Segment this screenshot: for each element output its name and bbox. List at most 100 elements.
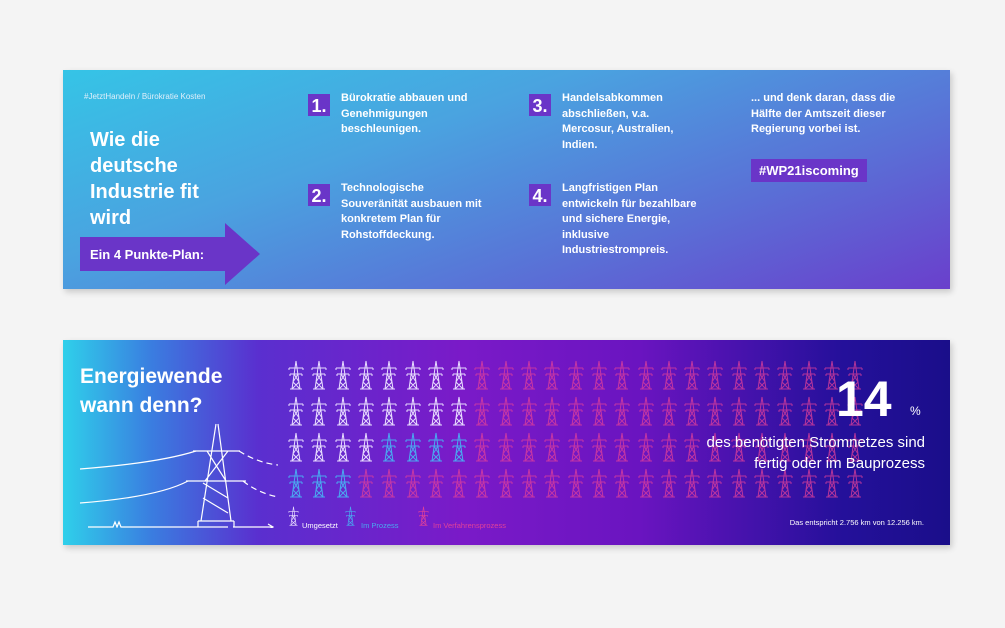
- tower-icon: [661, 468, 677, 498]
- legend-icon-umgesetzt: [288, 506, 299, 526]
- tower-icon: [498, 432, 514, 462]
- percent-sign: %: [910, 404, 921, 418]
- tower-icon: [568, 432, 584, 462]
- tower-icon: [684, 360, 700, 390]
- tower-icon: [474, 360, 490, 390]
- tower-icon: [707, 360, 723, 390]
- banner-title: Energiewende wann denn?: [80, 365, 223, 417]
- tower-icon: [544, 360, 560, 390]
- tower-icon: [614, 360, 630, 390]
- tower-icon: [381, 396, 397, 426]
- percent-description: des benötigten Stromnetzes sind fertig o…: [706, 434, 925, 472]
- tower-icon: [638, 468, 654, 498]
- point-number-4: 4.: [529, 184, 551, 206]
- legend-icon-verfahrensprozess: [418, 506, 429, 526]
- tower-icon: [614, 396, 630, 426]
- point-number-1: 1.: [308, 94, 330, 116]
- tower-icon: [521, 360, 537, 390]
- tower-icon: [591, 360, 607, 390]
- tower-icon: [638, 360, 654, 390]
- tower-icon: [661, 432, 677, 462]
- tower-icon: [405, 432, 421, 462]
- tower-icon: [358, 468, 374, 498]
- tower-icon: [311, 432, 327, 462]
- tower-icon: [544, 468, 560, 498]
- tower-icon: [335, 432, 351, 462]
- tower-icon: [428, 396, 444, 426]
- tower-icon: [405, 468, 421, 498]
- tower-icon: [358, 432, 374, 462]
- tower-icon: [521, 432, 537, 462]
- point-text-2: Technologische Souveränität ausbauen mit…: [341, 182, 482, 241]
- tower-icon: [614, 432, 630, 462]
- tower-icon: [684, 396, 700, 426]
- tower-icon: [335, 360, 351, 390]
- tower-icon: [311, 396, 327, 426]
- tower-icon: [358, 396, 374, 426]
- tower-icon: [288, 396, 304, 426]
- tower-icon: [451, 360, 467, 390]
- tower-icon: [521, 468, 537, 498]
- tower-icon: [451, 468, 467, 498]
- arrow-shape: [80, 223, 260, 285]
- tower-icon: [498, 396, 514, 426]
- banner-title: Wie die deutsche Industrie fit wird: [90, 129, 199, 229]
- tower-icon: [335, 396, 351, 426]
- percent-value: 14: [836, 371, 892, 427]
- tower-icon: [288, 432, 304, 462]
- plan-label: Ein 4 Punkte-Plan:: [90, 247, 205, 262]
- tower-icon: [591, 432, 607, 462]
- tower-icon: [591, 396, 607, 426]
- tower-icon: [638, 396, 654, 426]
- tower-icon: [801, 360, 817, 390]
- tower-icon: [638, 432, 654, 462]
- tower-icon: [405, 360, 421, 390]
- tower-icon: [614, 468, 630, 498]
- hashtag-breadcrumb: #JetztHandeln / Bürokratie Kosten: [84, 92, 206, 101]
- tower-icon: [288, 468, 304, 498]
- tower-icon: [544, 396, 560, 426]
- tower-icon: [381, 468, 397, 498]
- tower-icon: [661, 396, 677, 426]
- power-line-illustration: [79, 423, 278, 528]
- tower-icon: [474, 432, 490, 462]
- tower-icon: [754, 360, 770, 390]
- tower-icon: [474, 396, 490, 426]
- tower-icon: [451, 396, 467, 426]
- tower-icon: [451, 432, 467, 462]
- tower-icon: [288, 360, 304, 390]
- tower-icon: [428, 432, 444, 462]
- tower-icon: [754, 396, 770, 426]
- tower-icon: [707, 396, 723, 426]
- point-text-4: Langfristigen Plan entwickeln für bezahl…: [562, 182, 697, 256]
- reminder-text: ... und denk daran, dass die Hälfte der …: [751, 92, 896, 135]
- km-note: Das entspricht 2.756 km von 12.256 km.: [789, 518, 924, 527]
- tower-icon: [684, 432, 700, 462]
- hashtag-badge: #WP21iscoming: [751, 159, 867, 182]
- energiewende-banner: Energiewende wann denn? 14 % des benötig…: [63, 340, 950, 545]
- tower-icon: [474, 468, 490, 498]
- tower-icon: [311, 468, 327, 498]
- tower-icon: [801, 396, 817, 426]
- tower-icon: [405, 396, 421, 426]
- industry-plan-banner: #JetztHandeln / Bürokratie Kosten Wie di…: [63, 70, 950, 289]
- tower-icon: [591, 468, 607, 498]
- tower-icon: [335, 468, 351, 498]
- point-text-3: Handelsabkommen abschließen, v.a. Mercos…: [562, 92, 674, 151]
- tower-icon: [661, 360, 677, 390]
- point-text-1: Bürokratie abbauen und Genehmigungen bes…: [341, 92, 468, 135]
- tower-icon: [381, 432, 397, 462]
- tower-icon: [731, 360, 747, 390]
- legend-icon-im-prozess: [345, 506, 356, 526]
- legend-label-verfahrensprozess: Im Verfahrensprozess: [433, 521, 506, 530]
- tower-icon: [568, 468, 584, 498]
- tower-icon: [777, 396, 793, 426]
- tower-icon: [544, 432, 560, 462]
- tower-icon: [568, 360, 584, 390]
- tower-icon: [358, 360, 374, 390]
- tower-icon: [568, 396, 584, 426]
- tower-icon: [428, 468, 444, 498]
- legend-label-im-prozess: Im Prozess: [361, 521, 399, 530]
- tower-icon: [498, 468, 514, 498]
- legend-label-umgesetzt: Umgesetzt: [302, 521, 338, 530]
